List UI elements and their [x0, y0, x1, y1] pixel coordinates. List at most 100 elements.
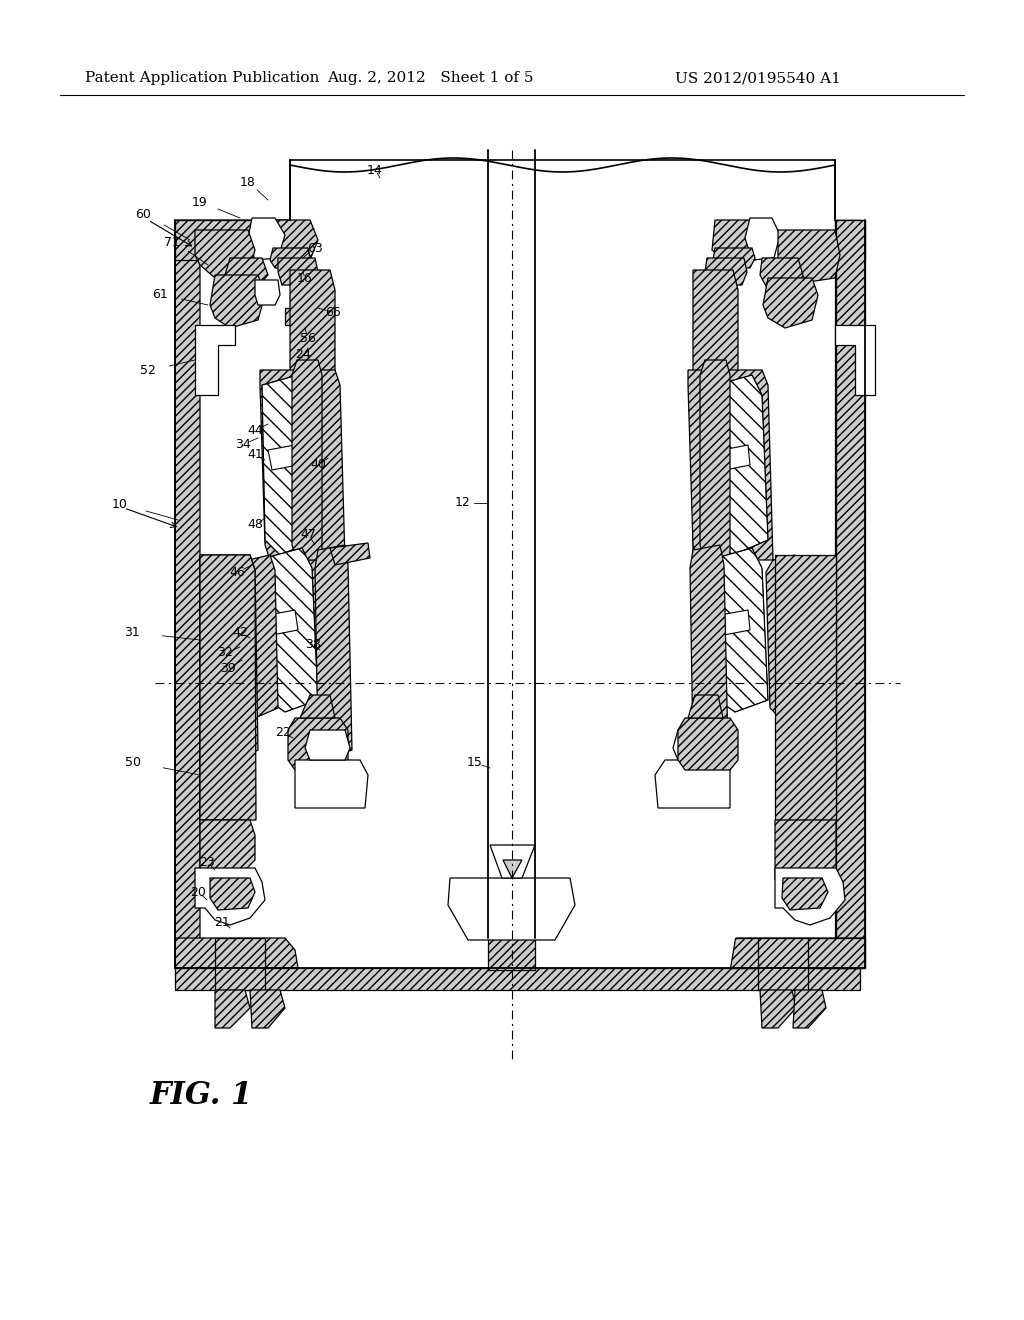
Text: 56: 56: [300, 331, 316, 345]
Polygon shape: [200, 554, 256, 820]
Text: 48: 48: [247, 519, 263, 532]
Polygon shape: [712, 548, 768, 711]
Polygon shape: [835, 220, 860, 968]
Polygon shape: [730, 939, 865, 968]
Polygon shape: [782, 878, 828, 909]
Polygon shape: [760, 257, 803, 290]
Polygon shape: [240, 554, 278, 718]
Text: 14: 14: [368, 164, 383, 177]
Polygon shape: [763, 279, 818, 327]
Polygon shape: [449, 878, 575, 940]
Text: 24: 24: [295, 348, 311, 362]
Text: 71: 71: [164, 235, 180, 248]
Polygon shape: [248, 218, 285, 260]
Text: 39: 39: [220, 661, 236, 675]
Polygon shape: [260, 370, 345, 560]
Polygon shape: [722, 445, 750, 470]
Polygon shape: [215, 939, 265, 990]
Polygon shape: [720, 610, 750, 635]
Polygon shape: [330, 543, 370, 565]
Polygon shape: [175, 939, 298, 968]
Polygon shape: [268, 445, 298, 470]
Polygon shape: [490, 845, 535, 878]
Polygon shape: [775, 869, 845, 925]
Polygon shape: [255, 280, 280, 305]
Polygon shape: [688, 696, 723, 718]
Text: 34: 34: [236, 437, 251, 450]
Polygon shape: [705, 257, 746, 285]
Polygon shape: [693, 271, 738, 680]
Polygon shape: [175, 220, 290, 260]
Polygon shape: [250, 990, 285, 1028]
Text: 31: 31: [124, 627, 140, 639]
Text: 38: 38: [305, 639, 321, 652]
Bar: [488, 939, 535, 970]
Polygon shape: [758, 939, 808, 990]
Text: 61: 61: [153, 289, 168, 301]
Text: 60: 60: [135, 209, 151, 222]
Text: 66: 66: [326, 305, 341, 318]
Polygon shape: [195, 325, 234, 395]
Polygon shape: [315, 545, 352, 758]
Polygon shape: [655, 760, 730, 808]
Polygon shape: [262, 548, 318, 711]
Polygon shape: [673, 730, 718, 760]
Polygon shape: [835, 220, 865, 260]
Polygon shape: [305, 730, 350, 760]
Polygon shape: [736, 939, 865, 968]
Text: 19: 19: [193, 197, 208, 210]
Text: 15: 15: [467, 756, 483, 770]
Polygon shape: [278, 257, 318, 285]
Polygon shape: [690, 545, 728, 758]
Polygon shape: [262, 375, 315, 554]
Polygon shape: [295, 760, 368, 808]
Text: 20: 20: [190, 886, 206, 899]
Polygon shape: [698, 308, 733, 325]
Polygon shape: [290, 271, 335, 680]
Polygon shape: [775, 820, 836, 884]
Text: 46: 46: [229, 565, 245, 578]
Text: 22: 22: [275, 726, 291, 739]
Polygon shape: [688, 370, 773, 560]
Polygon shape: [778, 230, 840, 282]
Polygon shape: [793, 990, 826, 1028]
Polygon shape: [195, 869, 265, 925]
Polygon shape: [290, 294, 325, 310]
Polygon shape: [292, 360, 322, 560]
Text: 16: 16: [297, 272, 313, 285]
Polygon shape: [288, 718, 348, 770]
Polygon shape: [835, 325, 874, 395]
Text: 32: 32: [217, 647, 232, 660]
Text: 10: 10: [112, 499, 128, 511]
Text: 40: 40: [310, 458, 326, 471]
Text: 42: 42: [232, 627, 248, 639]
Text: 50: 50: [125, 756, 141, 770]
Text: 21: 21: [214, 916, 229, 928]
Polygon shape: [268, 610, 298, 635]
Polygon shape: [698, 294, 733, 310]
Polygon shape: [195, 230, 255, 279]
Text: 44: 44: [247, 424, 263, 437]
Polygon shape: [713, 248, 755, 268]
Polygon shape: [210, 275, 265, 327]
Polygon shape: [836, 220, 865, 968]
Text: 47: 47: [300, 528, 316, 541]
Text: 12: 12: [455, 496, 471, 510]
Text: Aug. 2, 2012   Sheet 1 of 5: Aug. 2, 2012 Sheet 1 of 5: [327, 71, 534, 84]
Polygon shape: [200, 820, 255, 880]
Polygon shape: [268, 220, 318, 265]
Polygon shape: [775, 554, 836, 820]
Polygon shape: [766, 554, 802, 718]
Polygon shape: [700, 360, 730, 560]
Text: FIG. 1: FIG. 1: [150, 1080, 253, 1110]
Text: 23: 23: [199, 855, 215, 869]
Text: Patent Application Publication: Patent Application Publication: [85, 71, 319, 84]
Polygon shape: [270, 248, 310, 268]
Polygon shape: [200, 554, 258, 820]
Polygon shape: [225, 257, 268, 290]
Polygon shape: [215, 990, 250, 1028]
Polygon shape: [285, 308, 325, 325]
Polygon shape: [300, 312, 319, 322]
Text: 52: 52: [140, 363, 156, 376]
Polygon shape: [678, 718, 738, 770]
